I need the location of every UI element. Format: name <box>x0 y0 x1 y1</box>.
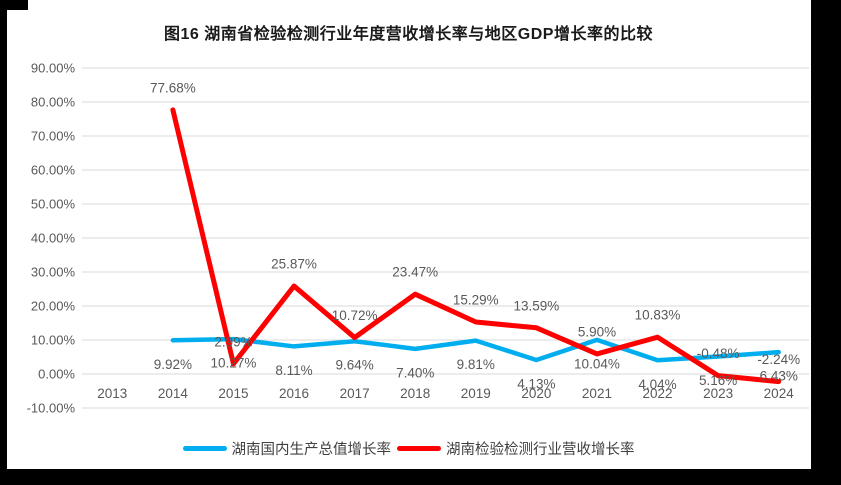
y-tick-label: 20.00% <box>31 299 76 314</box>
x-category-label: 2023 <box>703 386 733 401</box>
x-category-label: 2024 <box>764 386 795 401</box>
data-label: 77.68% <box>150 80 196 95</box>
testing-revenue-line-swatch-icon <box>397 446 441 451</box>
data-label: 9.92% <box>154 357 192 372</box>
data-label: 15.29% <box>453 293 499 308</box>
page-edge-top-nub <box>0 0 28 10</box>
legend-label-testing-revenue: 湖南检验检测行业营收增长率 <box>446 442 635 458</box>
x-category-label: 2019 <box>461 386 491 401</box>
data-label: 7.40% <box>396 365 434 380</box>
legend-label-gdp: 湖南国内生产总值增长率 <box>231 442 392 458</box>
data-label: 5.16% <box>699 373 737 388</box>
x-category-label: 2018 <box>400 386 430 401</box>
data-label: 23.47% <box>392 265 438 280</box>
data-label: 8.11% <box>275 363 312 378</box>
page-edge-bottom <box>0 469 841 485</box>
y-tick-label: 30.00% <box>31 265 76 280</box>
data-label: 13.59% <box>513 298 559 313</box>
x-category-label: 2016 <box>279 386 309 401</box>
legend-item-gdp: 湖南国内生产总值增长率 <box>182 438 392 459</box>
page-edge-left <box>0 0 7 470</box>
page-edge-right <box>811 0 841 470</box>
data-label: -2.24% <box>757 352 800 367</box>
data-label: 2.99% <box>214 334 252 349</box>
data-label: 4.04% <box>638 377 676 392</box>
series-line-testing-revenue <box>170 107 782 385</box>
data-label: -0.48% <box>697 346 740 361</box>
x-category-label: 2017 <box>340 386 370 401</box>
y-tick-label: 60.00% <box>31 163 76 178</box>
y-tick-label: 50.00% <box>31 197 76 212</box>
data-label: 5.90% <box>578 324 616 339</box>
x-category-label: 2021 <box>582 386 612 401</box>
chart-title: 图16 湖南省检验检测行业年度营收增长率与地区GDP增长率的比较 <box>164 26 653 43</box>
data-label: 4.13% <box>517 376 555 391</box>
y-tick-label: 10.00% <box>31 333 76 348</box>
data-label: 10.72% <box>332 308 378 323</box>
y-tick-label: -10.00% <box>27 401 76 416</box>
legend-item-testing-revenue: 湖南检验检测行业营收增长率 <box>397 438 635 459</box>
x-category-label: 2020 <box>521 386 551 401</box>
chart-legend: 湖南国内生产总值增长率 湖南检验检测行业营收增长率 <box>7 438 810 459</box>
data-label: 25.87% <box>271 257 317 272</box>
x-category-label: 2022 <box>643 386 673 401</box>
data-label: 9.81% <box>457 357 495 372</box>
data-label: 10.27% <box>211 356 257 371</box>
data-label: 10.83% <box>635 308 681 323</box>
x-category-label: 2013 <box>97 386 127 401</box>
y-tick-label: 90.00% <box>31 61 76 76</box>
x-category-label: 2015 <box>218 386 248 401</box>
data-label: 9.64% <box>335 358 373 373</box>
data-label: 6.43% <box>760 369 798 384</box>
y-tick-label: 70.00% <box>31 129 76 144</box>
gdp-line-swatch-icon <box>182 446 227 451</box>
data-label: 10.04% <box>574 356 620 371</box>
series-line-gdp <box>170 336 781 363</box>
x-category-label: 2014 <box>158 386 189 401</box>
y-tick-label: 40.00% <box>31 231 76 246</box>
y-tick-label: 80.00% <box>31 95 76 110</box>
y-tick-label: 0.00% <box>38 367 75 382</box>
